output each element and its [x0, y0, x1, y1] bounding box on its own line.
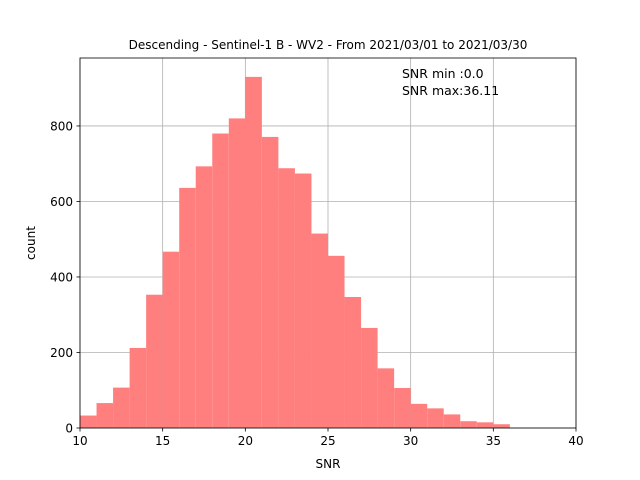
y-tick-label: 800	[50, 119, 73, 133]
y-axis-label: count	[24, 226, 38, 260]
x-tick-label: 15	[155, 434, 170, 448]
histogram-bar	[245, 76, 262, 428]
histogram-bar	[311, 233, 328, 428]
x-axis-label: SNR	[316, 457, 341, 471]
snr-min-annotation: SNR min :0.0	[402, 66, 484, 81]
histogram-bar	[294, 173, 312, 428]
x-tick-label: 40	[568, 434, 583, 448]
x-axis-ticks: 10 15 20 25 30 35 40	[72, 428, 584, 448]
x-tick-label: 30	[403, 434, 418, 448]
histogram-bar	[162, 251, 180, 428]
histogram-bar	[328, 255, 345, 428]
histogram-bar	[410, 403, 428, 428]
histogram-bar	[179, 187, 196, 428]
histogram-bar	[361, 327, 378, 428]
histogram-bar	[195, 166, 213, 428]
histogram-bar	[228, 118, 246, 428]
y-axis-ticks: 0 200 400 600 800	[50, 119, 80, 436]
histogram-bar	[460, 421, 477, 428]
y-tick-label: 600	[50, 195, 73, 209]
histogram-bar	[96, 403, 114, 428]
y-tick-label: 400	[50, 270, 73, 284]
x-tick-label: 25	[320, 434, 335, 448]
histogram-bar	[476, 422, 494, 428]
x-tick-label: 20	[238, 434, 253, 448]
x-tick-label: 35	[486, 434, 501, 448]
histogram-bar	[427, 408, 444, 428]
histogram-bars	[80, 76, 510, 429]
histogram-bar	[212, 133, 229, 429]
histogram-bar	[80, 415, 97, 428]
histogram-bar	[394, 387, 411, 428]
histogram-bar	[278, 168, 295, 428]
chart-title: Descending - Sentinel-1 B - WV2 - From 2…	[129, 38, 528, 52]
histogram-bar	[443, 414, 461, 428]
histogram-bar	[261, 136, 279, 429]
histogram-bar	[129, 347, 147, 428]
y-tick-label: 0	[65, 422, 73, 436]
histogram-bar	[377, 368, 395, 428]
histogram-bar	[344, 296, 362, 428]
histogram-bar	[493, 424, 510, 428]
y-tick-label: 200	[50, 346, 73, 360]
histogram-bar	[146, 294, 163, 428]
x-tick-label: 10	[72, 434, 87, 448]
snr-max-annotation: SNR max:36.11	[402, 83, 499, 98]
histogram-bar	[113, 387, 130, 428]
